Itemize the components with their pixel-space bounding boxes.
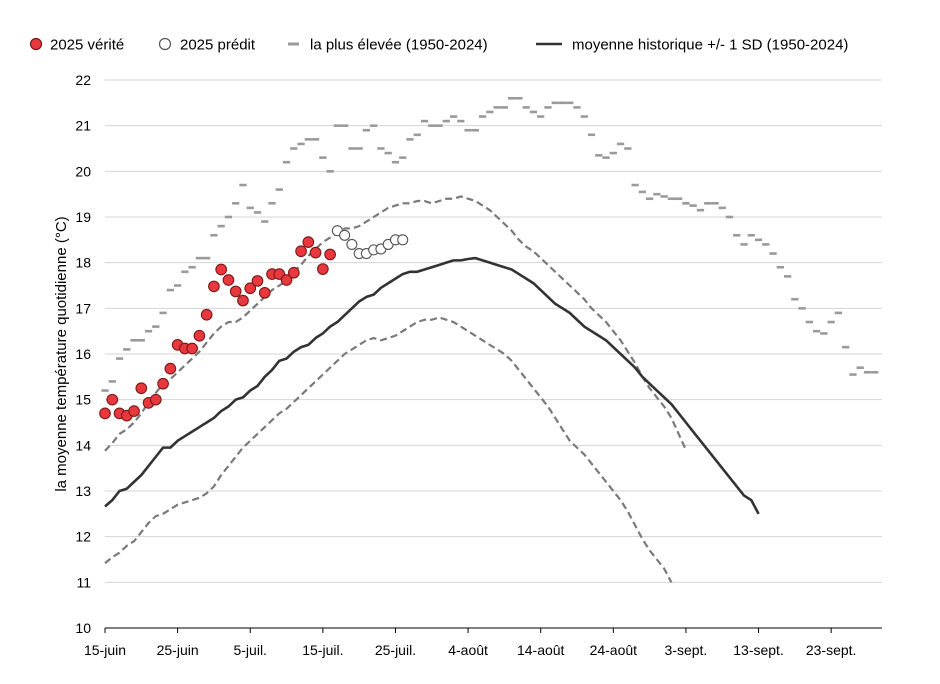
y-tick-label: 17 (75, 300, 91, 316)
actual-point (99, 407, 111, 420)
series-predicted (331, 225, 409, 260)
x-tick-label: 25-juin (157, 642, 199, 658)
x-tick-label: 24-août (590, 642, 638, 658)
x-tick-label: 5-juil. (233, 642, 266, 658)
actual-point (186, 342, 198, 355)
legend-actual-label: 2025 vérité (50, 37, 124, 54)
predicted-point (397, 234, 409, 246)
actual-point (258, 286, 271, 299)
y-tick-label: 11 (76, 574, 91, 590)
actual-point (287, 266, 300, 279)
predicted-point (339, 229, 351, 241)
actual-point (164, 362, 177, 375)
actual-point (280, 274, 293, 286)
actual-point (309, 246, 322, 259)
x-tick-label: 4-août (448, 642, 488, 658)
legend-mean-label: moyenne historique +/- 1 SD (1950-2024) (572, 37, 848, 54)
x-tick-labels: 15-juin 25-juin 5-juil. 15-juil. 25-juil. 4-a… (84, 628, 856, 658)
x-tick-label: 3-sept. (665, 642, 708, 658)
y-axis-label: la moyenne température quotidienne (°C) (53, 216, 70, 491)
series-layer (99, 96, 879, 583)
gridlines (105, 79, 882, 583)
legend-predicted-marker (158, 37, 172, 51)
x-tick-label: 14-août (517, 642, 565, 658)
legend-predicted-label: 2025 prédit (180, 37, 256, 54)
y-tick-label: 22 (75, 72, 91, 88)
actual-point (135, 382, 148, 395)
y-tick-label: 15 (75, 392, 91, 408)
legend-max-label: la plus élevée (1950-2024) (310, 37, 488, 54)
y-tick-label: 12 (75, 529, 91, 545)
series-mean-plus-sd-line (104, 195, 687, 452)
actual-point (237, 294, 249, 307)
actual-point (317, 263, 329, 275)
actual-point (193, 329, 206, 342)
actual-point (215, 263, 228, 276)
actual-point (128, 405, 140, 417)
x-tick-label: 15-juil. (302, 642, 343, 658)
actual-point (324, 248, 336, 261)
series-mean-line (104, 256, 760, 515)
actual-point (157, 377, 169, 390)
actual-point (149, 393, 162, 406)
y-tick-label: 21 (75, 118, 91, 134)
y-tick-label: 14 (75, 437, 91, 453)
series-mean-minus-sd-line (104, 316, 673, 583)
actual-point (229, 285, 242, 298)
series-actual (99, 236, 336, 422)
actual-point (251, 275, 264, 287)
x-tick-label: 23-sept. (806, 642, 857, 658)
y-tick-label: 18 (75, 255, 91, 271)
y-tick-label: 16 (75, 346, 91, 362)
legend-actual-marker (29, 37, 43, 51)
actual-point (106, 393, 119, 406)
actual-point (208, 280, 220, 293)
x-tick-label: 15-juin (84, 642, 126, 658)
actual-point (302, 236, 315, 248)
actual-point (200, 308, 213, 321)
actual-point (244, 282, 257, 295)
series-max-record (101, 96, 879, 392)
y-tick-label: 20 (75, 163, 91, 179)
legend: 2025 vérité 2025 prédit la plus élevée (… (29, 37, 848, 54)
y-tick-label: 13 (75, 483, 91, 499)
x-tick-label: 25-juil. (375, 642, 416, 658)
y-tick-labels: 10 11 12 13 14 15 16 17 18 19 20 21 22 (75, 72, 91, 636)
actual-point (222, 274, 235, 286)
x-tick-label: 13-sept. (733, 642, 784, 658)
y-tick-label: 19 (75, 209, 91, 225)
predicted-point (346, 238, 358, 250)
actual-point (295, 245, 307, 258)
y-tick-label: 10 (75, 620, 91, 636)
